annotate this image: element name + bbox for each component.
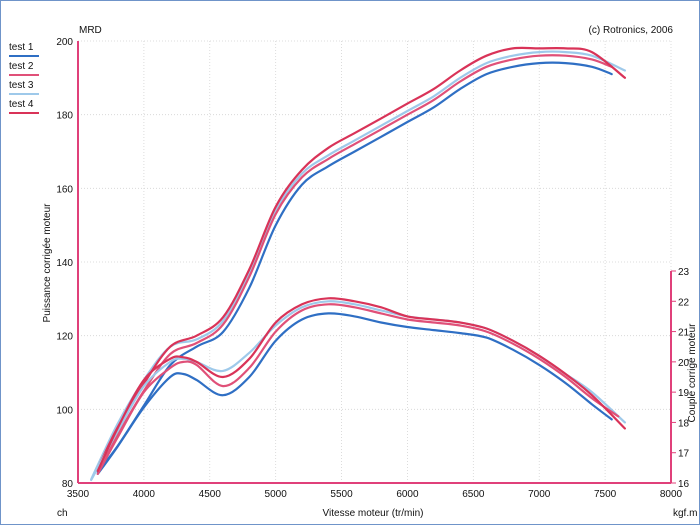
- legend-item-test-4[interactable]: test 4: [7, 98, 39, 117]
- legend-swatch: [9, 93, 39, 95]
- grid: [77, 40, 672, 484]
- header-left-title: MRD: [79, 25, 102, 36]
- y-right-tick-label: 22: [678, 297, 690, 308]
- y-right-tick-label: 16: [678, 479, 690, 490]
- x-tick-label: 5500: [330, 489, 353, 500]
- legend-item-test-3[interactable]: test 3: [7, 79, 39, 98]
- y-right-tick-label: 18: [678, 418, 690, 429]
- x-tick-label: 7500: [594, 489, 617, 500]
- power-line-test-1: [96, 61, 613, 473]
- y-left-tick-label: 160: [56, 184, 73, 195]
- y-left-tick-label: 180: [56, 111, 73, 122]
- tick-labels: 3500 4000 4500 5000 5500 6000 6500 7000 7500 8000…: [56, 37, 689, 500]
- y-left-tick-label: 200: [56, 37, 73, 48]
- y-right-tick-label: 20: [678, 358, 690, 369]
- series-lines: [90, 46, 626, 482]
- legend-swatch: [9, 55, 39, 57]
- legend-item-test-2[interactable]: test 2: [7, 60, 39, 79]
- legend-swatch: [9, 112, 39, 114]
- x-tick-label: 6000: [396, 489, 419, 500]
- y-left-tick-label: 120: [56, 332, 73, 343]
- x-tick-label: 8000: [660, 489, 683, 500]
- legend-label: test 2: [9, 61, 34, 72]
- legend-label: test 3: [9, 80, 34, 91]
- power-line-test-2: [96, 54, 613, 470]
- y-right-tick-label: 23: [678, 267, 690, 278]
- x-tick-label: 4000: [133, 489, 156, 500]
- x-tick-label: 4500: [199, 489, 222, 500]
- torque-line-test-1: [96, 312, 613, 475]
- unit-right: kgf.m: [673, 508, 697, 519]
- unit-left: ch: [57, 508, 68, 519]
- power-line-test-3: [90, 50, 626, 481]
- x-tick-label: 6500: [462, 489, 485, 500]
- legend: test 1 test 2 test 3 test 4: [7, 41, 39, 117]
- y-right-tick-label: 19: [678, 388, 690, 399]
- power-line-test-4: [96, 46, 626, 470]
- legend-label: test 4: [9, 99, 34, 110]
- x-axis-label: Vitesse moteur (tr/min): [323, 508, 424, 519]
- torque-line-test-4: [96, 297, 626, 472]
- legend-item-test-1[interactable]: test 1: [7, 41, 39, 60]
- torque-line-test-2: [96, 303, 620, 475]
- y-left-tick-label: 100: [56, 405, 73, 416]
- torque-line-test-3: [90, 300, 626, 482]
- legend-label: test 1: [9, 42, 34, 53]
- header-right-title: (c) Rotronics, 2006: [589, 25, 674, 36]
- y-left-tick-label: 140: [56, 258, 73, 269]
- y-right-tick-label: 17: [678, 449, 690, 460]
- axes: [77, 41, 672, 484]
- y-axis-left-label: Puissance corrigée moteur: [42, 203, 53, 323]
- y-axis-right-label: Couple corrigé moteur: [687, 323, 698, 423]
- x-tick-label: 5000: [265, 489, 288, 500]
- y-right-tick-label: 21: [678, 328, 690, 339]
- y-left-tick-label: 80: [62, 479, 74, 490]
- x-tick-label: 7000: [528, 489, 551, 500]
- x-tick-label: 3500: [67, 489, 90, 500]
- legend-swatch: [9, 74, 39, 76]
